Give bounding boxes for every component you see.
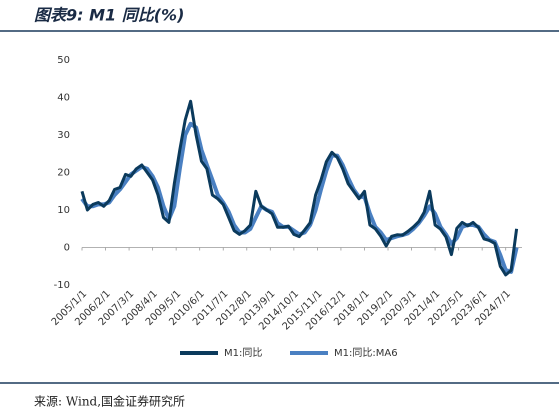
- y-tick-label: 0: [64, 243, 70, 254]
- y-tick-label: 40: [57, 93, 70, 104]
- legend-label: M1:同比:MA6: [334, 347, 398, 359]
- source: 来源: Wind,国金证券研究所: [34, 394, 185, 409]
- y-tick-label: -10: [54, 280, 70, 291]
- series-line: [80, 99, 519, 277]
- chart-title: 图表9: M1 同比(%): [34, 6, 184, 25]
- legend-label: M1:同比: [224, 347, 262, 359]
- y-tick-label: 30: [57, 130, 70, 141]
- y-tick-label: 20: [57, 168, 70, 179]
- y-tick-label: 50: [57, 55, 70, 66]
- y-tick-label: 10: [57, 205, 70, 216]
